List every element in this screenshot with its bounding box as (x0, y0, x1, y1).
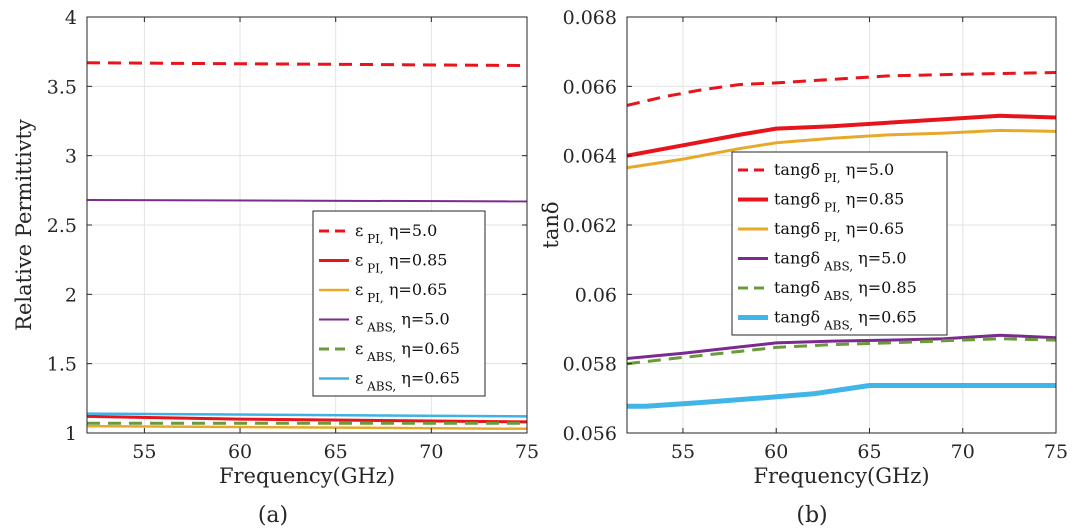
y-tick-label: 0.058 (563, 354, 617, 376)
y-tick-label: 0.056 (563, 423, 617, 445)
legend: tangδ PI, η=5.0 tangδ PI, η=0.85 tangδ PI,… (731, 151, 948, 336)
series-group (627, 71, 1056, 409)
x-tick-label: 60 (228, 441, 252, 463)
series-line-1 (87, 61, 527, 67)
series-line-2 (87, 414, 527, 424)
legend-entry-4: tangδ ABS, η=5.0 (774, 249, 907, 274)
x-tick-label: 60 (764, 441, 788, 463)
y-tick-label: 0.066 (563, 76, 617, 98)
series-line-4 (627, 333, 1056, 360)
y-tick-label: 4 (65, 7, 77, 29)
legend-entry-2: ε PI, η=0.85 (355, 251, 447, 276)
y-tick-label: 0.06 (575, 284, 617, 306)
y-tick-label: 3 (65, 146, 77, 168)
y-tick-label: 2.5 (47, 215, 77, 237)
legend-entry-1: tangδ PI, η=5.0 (774, 160, 894, 185)
x-tick-label: 55 (671, 441, 695, 463)
y-axis-title: Relative Permittivty (12, 119, 36, 331)
legend-entry-6: ε ABS, η=0.65 (355, 369, 460, 394)
series-line-6 (87, 412, 527, 418)
series-line-4 (87, 199, 527, 203)
series-group (87, 61, 527, 431)
legend-entry-6: tangδ ABS, η=0.65 (774, 308, 917, 333)
panel-caption: (b) (796, 503, 827, 528)
series-line-3 (627, 128, 1056, 170)
legend-entry-4: ε ABS, η=5.0 (355, 310, 450, 335)
y-tick-label: 1 (65, 423, 77, 445)
x-tick-label: 65 (857, 441, 881, 463)
panel-a: 55 60 65 70 75 1 1.5 2 2.5 3 3.5 4 Frequency(GHz) Rel… (12, 7, 539, 528)
series-line-5 (627, 337, 1056, 366)
y-axis-title: tanδ (539, 201, 563, 248)
series-line-3 (87, 424, 527, 431)
legend-entry-3: tangδ PI, η=0.65 (774, 219, 904, 244)
series-line-1 (627, 71, 1056, 107)
legend-entry-2: tangδ PI, η=0.85 (774, 190, 904, 215)
y-tick-label: 3.5 (47, 76, 77, 98)
panel-b: 55 60 65 70 75 0.056 0.058 0.06 0.062 0.064 0.066 0… (539, 7, 1068, 528)
y-tick-label: 0.068 (563, 7, 617, 29)
y-tick-label: 1.5 (47, 354, 77, 376)
series-line-6 (627, 383, 1056, 409)
legend: ε PI, η=5.0 ε PI, η=0.85 ε PI, η=0.65 ε ABS… (312, 210, 486, 397)
legend-entry-5: tangδ ABS, η=0.85 (774, 278, 917, 303)
x-tick-label: 70 (419, 441, 443, 463)
x-tick-label: 70 (951, 441, 975, 463)
legend-box (731, 151, 948, 336)
legend-entry-3: ε PI, η=0.65 (355, 280, 447, 305)
legend-entry-5: ε ABS, η=0.65 (355, 339, 460, 364)
legend-box (312, 210, 486, 397)
x-tick-label: 55 (132, 441, 156, 463)
y-tick-label: 0.062 (563, 215, 617, 237)
x-tick-label: 65 (324, 441, 348, 463)
x-axis-title: Frequency(GHz) (753, 464, 929, 488)
panel-caption: (a) (258, 503, 288, 528)
x-axis-title: Frequency(GHz) (219, 464, 395, 488)
y-tick-label: 0.064 (563, 146, 617, 168)
series-line-2 (627, 113, 1056, 158)
x-tick-label: 75 (515, 441, 539, 463)
legend-entry-1: ε PI, η=5.0 (355, 221, 437, 246)
y-tick-label: 2 (65, 284, 77, 306)
x-tick-label: 75 (1044, 441, 1068, 463)
